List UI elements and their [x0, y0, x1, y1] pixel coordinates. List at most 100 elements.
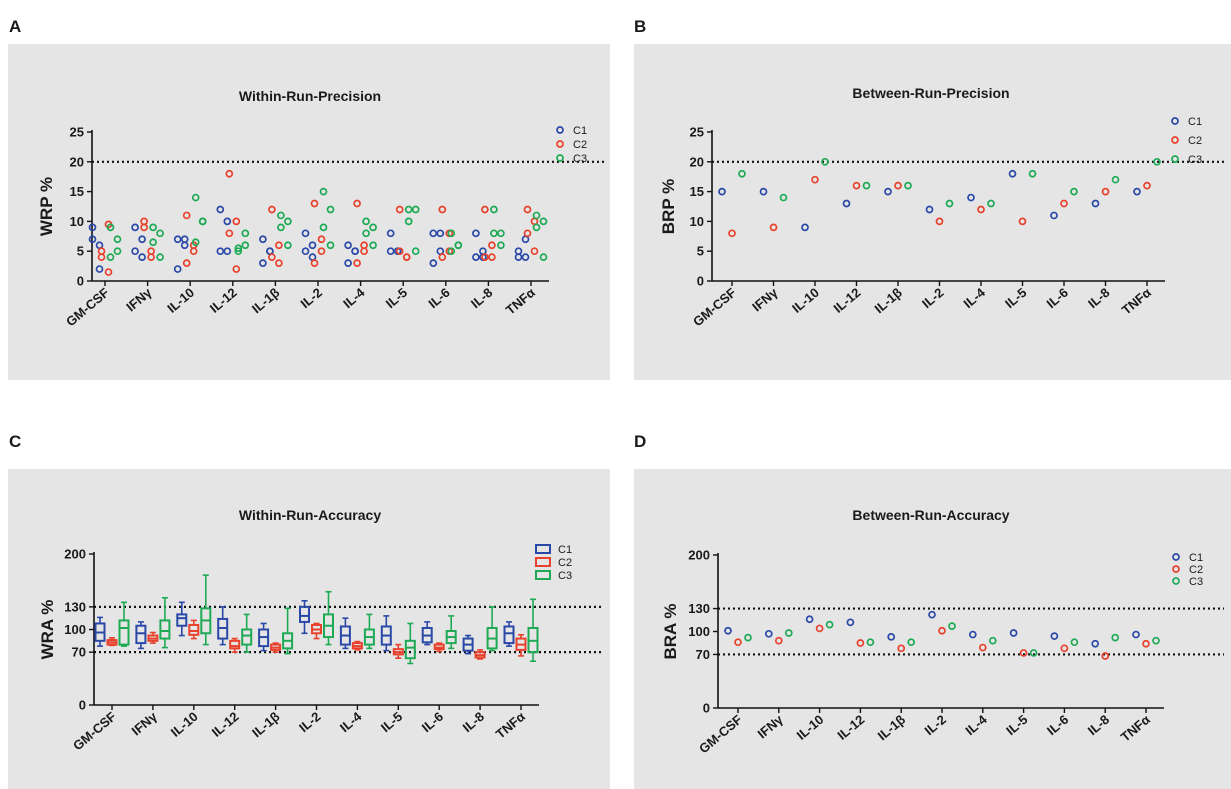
point-c1-il-12: [223, 217, 232, 226]
box-c1-ifn: [135, 624, 147, 645]
point-c2-il-10: [815, 624, 824, 633]
point-c3-gm-csf: [106, 253, 115, 262]
point-c1-tnf: [514, 253, 523, 262]
point-c2-il-1: [897, 644, 906, 653]
point-c3-il-4: [988, 636, 997, 645]
x-tick-label-il-4: IL-4: [961, 284, 989, 311]
point-c2-il-1: [275, 259, 283, 267]
legend-swatch-c1: [535, 544, 551, 554]
point-c3-il-12: [862, 181, 871, 190]
point-c2-il-5: [395, 205, 404, 214]
point-c3-il-2: [319, 223, 328, 232]
y-tick-label: 70: [696, 647, 710, 662]
x-tick-label-tnf: TNFα: [493, 709, 528, 742]
point-c1-il-2: [928, 610, 936, 619]
point-c2-tnf: [530, 217, 539, 226]
x-tick-label-tnf: TNFα: [503, 285, 538, 318]
x-tick-label-il-12: IL-12: [834, 712, 867, 743]
point-c1-tnf: [521, 235, 530, 244]
panel-label-d: D: [634, 432, 647, 451]
point-c2-il-2: [310, 259, 319, 267]
point-c2-tnf: [523, 229, 532, 238]
box-c3-ifn: [159, 619, 171, 640]
y-tick-label: 0: [79, 698, 86, 713]
point-c2-il-4: [978, 643, 987, 652]
point-c3-tnf: [539, 217, 548, 226]
point-c1-il-5: [386, 247, 395, 256]
y-axis-label: WRA %: [38, 600, 57, 660]
y-tick-label: 130: [688, 601, 710, 616]
point-c2-ifn: [147, 247, 155, 256]
point-c2-il-2: [317, 247, 326, 256]
point-c3-il-8: [490, 205, 498, 214]
chart-between-run-accuracy: Between-Run-Accuracy BRA % 0 70 100 130 200 GM-…: [661, 507, 1224, 756]
y-tick-label: 200: [64, 547, 86, 562]
point-c1-ifn: [138, 235, 146, 244]
y-tick-label: 0: [77, 274, 84, 289]
point-c1-il-2: [925, 205, 934, 214]
legend-label-c3: C3: [558, 570, 572, 582]
point-c3-tnf: [532, 223, 541, 232]
y-tick-label: 200: [688, 548, 710, 563]
x-tick-label-il-12: IL-12: [209, 709, 242, 740]
y-tick-label: 25: [690, 125, 704, 140]
point-c1-ifn: [764, 629, 773, 638]
point-c3-il-4: [987, 199, 995, 208]
chart-within-run-precision: Within-Run-Precision WRP % 0 5 10 15 20 25 GM-CS…: [37, 88, 604, 329]
legend-marker-c1: [556, 126, 564, 134]
point-c2-il-5: [1019, 649, 1028, 657]
point-c3-ifn: [149, 223, 157, 232]
y-tick-label: 70: [72, 645, 86, 660]
point-c3-il-1: [904, 181, 912, 190]
point-c2-il-1: [894, 181, 902, 190]
point-c2-gm-csf: [104, 268, 113, 276]
chart-title: Within-Run-Precision: [239, 88, 381, 104]
legend-label-c1: C1: [1189, 552, 1203, 564]
point-c3-il-1: [277, 211, 285, 220]
x-tick-label-ifn: IFNγ: [749, 284, 781, 314]
point-c2-il-8: [481, 253, 489, 262]
point-c2-ifn: [774, 636, 783, 645]
y-tick-label: 100: [64, 622, 86, 637]
x-tick-label-il-5: IL-5: [378, 709, 405, 735]
point-c1-ifn: [138, 253, 146, 262]
point-c3-il-8: [1111, 633, 1120, 642]
point-c2-gm-csf: [734, 638, 742, 647]
x-tick-label-il-10: IL-10: [789, 285, 822, 316]
point-c1-tnf: [1133, 187, 1141, 196]
legend-swatch-c2: [535, 557, 551, 567]
point-c2-il-6: [1060, 644, 1069, 653]
legend-marker-c3: [1171, 155, 1179, 163]
point-c1-il-5: [1009, 629, 1018, 637]
panel-within-run-precision: Within-Run-Precision WRP % 0 5 10 15 20 25 GM-CS…: [8, 44, 610, 380]
point-c1-il-2: [308, 253, 317, 262]
x-tick-label-il-2: IL-2: [922, 712, 949, 738]
chart-within-run-accuracy: Within-Run-Accuracy WRA % 0 70 100 130 200 GM-C…: [38, 507, 604, 753]
point-c1-il-12: [216, 205, 225, 214]
legend-marker-c1: [1171, 117, 1179, 125]
point-c2-il-8: [1101, 652, 1110, 660]
y-axis-label: WRP %: [37, 177, 56, 236]
point-c1-gm-csf: [95, 265, 104, 273]
point-c2-il-10: [182, 259, 191, 267]
x-tick-label-il-5: IL-5: [1003, 712, 1030, 738]
point-c2-il-5: [395, 247, 404, 256]
point-c1-il-10: [805, 615, 814, 624]
point-c2-il-8: [488, 241, 496, 250]
legend-marker-c2: [1172, 565, 1180, 573]
point-c2-tnf: [1142, 639, 1150, 648]
point-c3-il-10: [825, 620, 834, 629]
point-c1-il-1: [259, 235, 267, 244]
point-c3-il-10: [191, 193, 200, 202]
y-tick-label: 100: [688, 624, 710, 639]
y-tick-label: 25: [70, 125, 84, 140]
legend-label-c2: C2: [558, 557, 572, 569]
point-c2-ifn: [140, 223, 148, 232]
point-c1-il-4: [968, 630, 977, 639]
legend-label-c1: C1: [558, 544, 572, 556]
point-c3-il-1: [284, 241, 292, 250]
point-c1-il-2: [308, 241, 317, 250]
point-c2-il-6: [1060, 199, 1068, 208]
x-tick-label-il-5: IL-5: [383, 285, 410, 311]
panel-label-c: C: [9, 432, 22, 451]
